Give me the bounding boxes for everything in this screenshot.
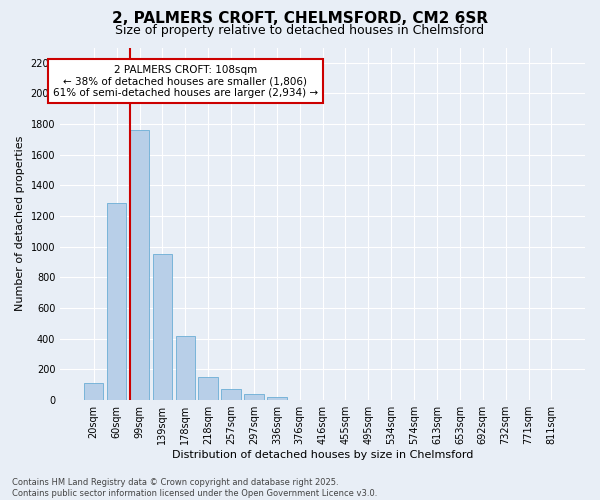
Bar [84,383,103,400]
Y-axis label: Number of detached properties: Number of detached properties [15,136,25,312]
X-axis label: Distribution of detached houses by size in Chelmsford: Distribution of detached houses by size … [172,450,473,460]
Bar [199,377,218,400]
Bar [152,254,172,400]
Bar [176,336,195,400]
Bar [130,130,149,400]
Bar [267,396,287,400]
Bar [221,390,241,400]
Bar [244,394,263,400]
Text: 2 PALMERS CROFT: 108sqm
← 38% of detached houses are smaller (1,806)
61% of semi: 2 PALMERS CROFT: 108sqm ← 38% of detache… [53,64,318,98]
Text: Size of property relative to detached houses in Chelmsford: Size of property relative to detached ho… [115,24,485,37]
Bar [107,203,127,400]
Text: 2, PALMERS CROFT, CHELMSFORD, CM2 6SR: 2, PALMERS CROFT, CHELMSFORD, CM2 6SR [112,11,488,26]
Text: Contains HM Land Registry data © Crown copyright and database right 2025.
Contai: Contains HM Land Registry data © Crown c… [12,478,377,498]
